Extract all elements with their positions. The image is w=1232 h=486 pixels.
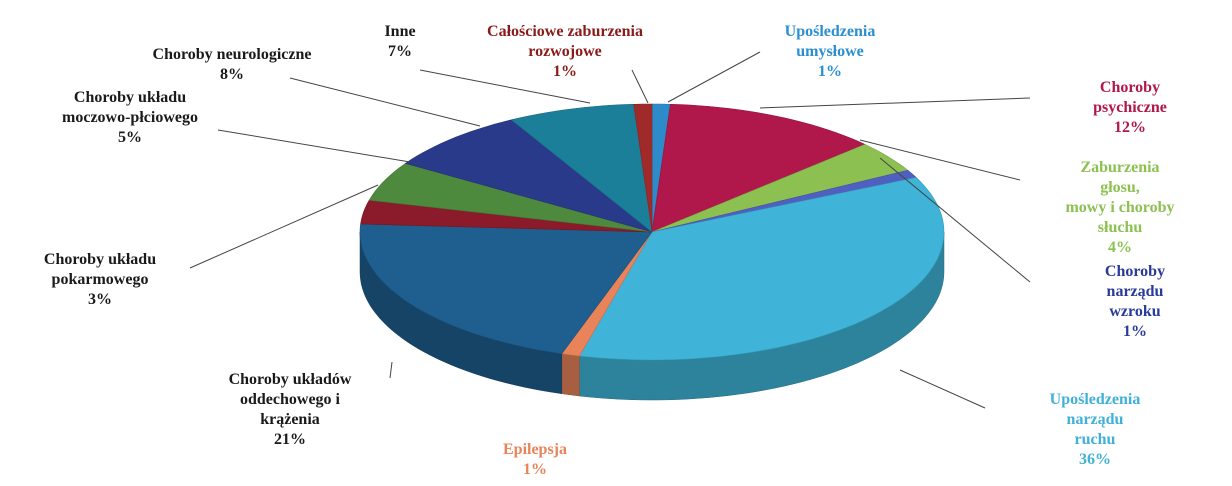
- slice-label: Choroby układu moczowo-płciowego 5%: [62, 88, 198, 148]
- leader-line: [631, 69, 649, 104]
- percent-label: 3%: [87, 291, 112, 308]
- percent-label: 12%: [1114, 119, 1146, 136]
- slice: [404, 119, 653, 233]
- slice-label: Całościowe zaburzenia rozwojowe 1%: [487, 22, 643, 82]
- percent-label: 4%: [1108, 239, 1132, 256]
- slice-label: Choroby narządu wzroku 1%: [1087, 262, 1184, 342]
- slice: [368, 163, 653, 233]
- leader-line: [419, 69, 591, 104]
- percent-label: 5%: [118, 129, 142, 146]
- category-name: Upośledzenia umysłowe: [784, 23, 876, 60]
- slice-label: Choroby neurologiczne 8%: [153, 45, 312, 85]
- category-name: Zaburzenia głosu, mowy i choroby słuchu: [1065, 159, 1175, 236]
- leader-line: [859, 139, 1021, 181]
- percent-label: 1%: [1123, 323, 1147, 340]
- slice-label: Zaburzenia głosu, mowy i choroby słuchu 4…: [1064, 158, 1176, 258]
- slice: [633, 103, 653, 233]
- percent-label: 1%: [522, 461, 547, 478]
- slice-label: Upośledzenia umysłowe 1%: [785, 22, 876, 82]
- slice-side: [561, 353, 580, 397]
- category-name: Choroby psychiczne: [1093, 79, 1167, 116]
- percent-label: 36%: [1079, 451, 1111, 468]
- slice-label: Choroby układów oddechowego i krążenia 21…: [229, 370, 352, 450]
- slice: [651, 103, 866, 233]
- category-name: Choroby narządu wzroku: [1104, 263, 1166, 320]
- leader-line: [899, 369, 986, 409]
- slice: [359, 223, 653, 355]
- category-name: Całościowe zaburzenia rozwojowe: [487, 23, 643, 60]
- slice: [510, 103, 653, 233]
- category-name: Epilepsja: [502, 441, 568, 458]
- slice-label: Epilepsja 1%: [503, 440, 567, 480]
- leader-line: [879, 157, 1031, 283]
- category-name: Choroby układu pokarmowego: [43, 251, 157, 288]
- percent-label: 7%: [388, 43, 412, 60]
- leader-line: [189, 184, 379, 269]
- category-name: Choroby układów oddechowego i krążenia: [228, 371, 352, 428]
- leader-line: [667, 51, 761, 103]
- leader-line: [389, 361, 393, 379]
- percent-label: 1%: [817, 63, 842, 80]
- percent-label: 8%: [220, 66, 244, 83]
- category-name: Inne: [384, 23, 416, 40]
- slice: [578, 177, 945, 361]
- slice-label: Inne 7%: [384, 22, 415, 62]
- slice: [651, 144, 909, 233]
- percent-label: 21%: [273, 431, 306, 448]
- leader-line: [217, 129, 411, 163]
- slice-label: Choroby psychiczne 12%: [1079, 78, 1181, 138]
- slice-label: Choroby układu pokarmowego 3%: [44, 250, 156, 310]
- category-name: Choroby układu moczowo-płciowego: [62, 89, 198, 126]
- leader-line: [289, 77, 481, 127]
- percent-label: 1%: [552, 63, 577, 80]
- category-name: Choroby neurologiczne: [152, 46, 312, 63]
- leader-line: [759, 97, 1031, 109]
- slice-label: Upośledzenia narządu ruchu 36%: [1027, 390, 1164, 470]
- category-name: Upośledzenia narządu ruchu: [1049, 391, 1141, 448]
